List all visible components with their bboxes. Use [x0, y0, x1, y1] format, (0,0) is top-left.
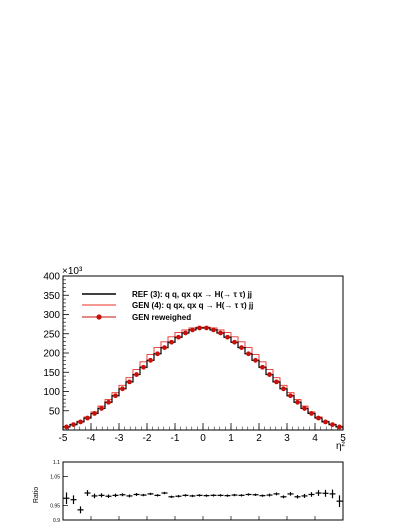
y-tick-label: 400 [43, 272, 60, 283]
reweighed-point [134, 372, 139, 377]
reweighed-point [239, 345, 244, 351]
reweighed-point [281, 386, 286, 392]
reweighed-point [127, 379, 132, 385]
reweighed-point [211, 327, 216, 333]
y-tick-label: 50 [49, 406, 61, 417]
ratio-frame [62, 461, 344, 521]
ratio-x-axis-ticks [62, 516, 344, 520]
y-tick-label: 150 [43, 368, 60, 379]
reweighed-point [92, 411, 97, 416]
reweighed-point [71, 422, 76, 428]
y-tick-label: 350 [43, 291, 60, 302]
gen-series-line [62, 326, 344, 430]
x-tick-label: -5 [59, 433, 68, 444]
reweighed-point [190, 327, 195, 333]
reweighed-point [246, 351, 251, 357]
y-tick-label: 250 [43, 329, 60, 340]
reweighed-point [99, 406, 104, 411]
series-layer [62, 325, 344, 430]
legend-entry-ref: REF (3): q q, qx qx → H(→ τ τ) jj [132, 290, 252, 299]
reweighed-point [316, 415, 321, 421]
reweighed-point [64, 424, 69, 430]
reweighed-point [330, 422, 335, 428]
main-histogram-panel: ×10³ 50 100 150 200 250 300 350 400 -5 -4 -3 -2 -1 0… [43, 266, 346, 452]
reweighed-point [302, 406, 307, 411]
x-axis-ticks: -5 -4 -3 -2 -1 0 1 2 3 4 5 [59, 423, 346, 444]
reweighed-point [106, 399, 111, 405]
x-tick-label: 2 [256, 433, 262, 444]
plot-frame [62, 275, 344, 431]
ratio-y-tick-label: 0.9 [53, 518, 60, 524]
ratio-points-layer [63, 489, 343, 514]
ratio-y-axis-label: Ratio [33, 487, 40, 503]
legend: REF (3): q q, qx qx → H(→ τ τ) jj GEN (4… [82, 290, 253, 322]
legend-entry-reweighed: GEN reweighed [132, 313, 191, 322]
x-tick-label: 1 [228, 433, 234, 444]
reweighed-point [232, 339, 237, 345]
reweighed-point [204, 325, 209, 331]
legend-entry-gen: GEN (4): q qx, qx q → H(→ τ τ) jj [132, 301, 253, 310]
legend-reweighed-marker [96, 314, 102, 320]
reweighed-point [288, 393, 293, 399]
reweighed-point [337, 424, 342, 430]
reweighed-point [253, 357, 258, 363]
x-axis-label: η² [336, 441, 346, 452]
reweighed-point [148, 357, 153, 363]
x-tick-label: 0 [200, 433, 206, 444]
reweighed-point [120, 386, 125, 392]
x-tick-label: 5 [340, 433, 346, 444]
x-tick-label: -3 [115, 433, 124, 444]
reweighed-point [260, 364, 265, 370]
x-tick-label: -4 [87, 433, 96, 444]
reweighed-point [141, 364, 146, 370]
reweighed-point [267, 372, 272, 377]
ratio-y-tick-label: 0.95 [50, 504, 60, 510]
ratio-panel: Ratio 0.9 0.95 1.05 1.1 [33, 460, 344, 524]
reweighed-point [85, 415, 90, 421]
reweighed-point [183, 330, 188, 336]
ratio-y-axis-ticks: 0.9 0.95 1.05 1.1 [50, 460, 68, 524]
x-tick-label: -2 [143, 433, 152, 444]
reweighed-point [162, 345, 167, 351]
reweighed-point [176, 334, 181, 340]
x-tick-label: -1 [171, 433, 180, 444]
ref-series-line [62, 327, 344, 430]
reweighed-point [295, 399, 300, 405]
reweighed-point [169, 339, 174, 345]
reweighed-point [218, 330, 223, 336]
ratio-y-tick-label: 1.1 [53, 460, 60, 466]
reweighed-point [274, 379, 279, 385]
y-axis-ticks: 50 100 150 200 250 300 350 400 [43, 272, 69, 417]
reweighed-point [78, 419, 83, 425]
reweighed-point [323, 419, 328, 425]
y-tick-label: 200 [43, 349, 60, 360]
reweighed-point [309, 411, 314, 416]
x-tick-label: 4 [312, 433, 318, 444]
ratio-y-tick-label: 1.05 [50, 475, 60, 481]
y-multiplier-label: ×10³ [62, 266, 83, 277]
reweighed-point [155, 351, 160, 357]
reweighed-point [197, 325, 202, 331]
reweighed-point [113, 393, 118, 399]
x-tick-label: 3 [284, 433, 290, 444]
y-tick-label: 100 [43, 387, 60, 398]
reweighed-point [225, 334, 230, 340]
y-tick-label: 300 [43, 310, 60, 321]
